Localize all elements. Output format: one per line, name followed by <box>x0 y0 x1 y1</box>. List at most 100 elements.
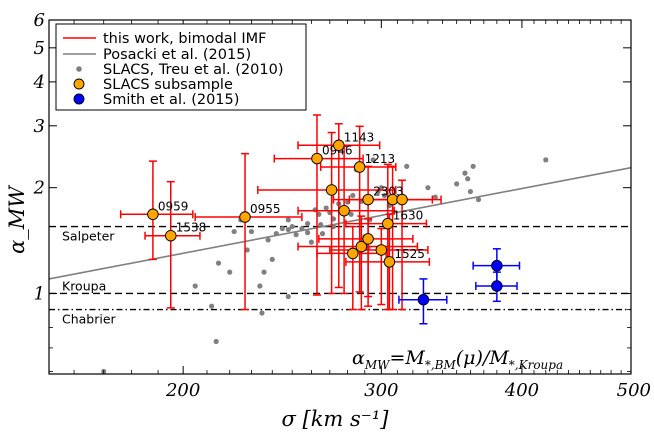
slacs-treu-point <box>265 237 271 243</box>
slacs-treu-point <box>285 217 291 223</box>
slacs-subsample-point <box>362 233 374 245</box>
point-label-0959: 0959 <box>158 199 189 213</box>
formula-kroupa-subscript: *,Kroupa <box>509 358 563 372</box>
slacs-treu-point <box>467 188 474 195</box>
posacki-trend-line <box>48 166 632 280</box>
slacs-subsample-point <box>325 184 338 196</box>
slacs-treu-point <box>305 230 311 236</box>
x-tick-label: 300 <box>364 380 398 401</box>
slacs-treu-point <box>370 157 376 163</box>
posacki-series <box>48 166 632 280</box>
slacs-subsample-point <box>396 193 408 206</box>
x-tick-label: 400 <box>504 380 539 401</box>
y-tick-label: 1 <box>34 283 45 304</box>
slacs-treu-point <box>378 185 384 191</box>
slacs-treu-point <box>269 256 275 263</box>
slacs-treu-point <box>465 176 471 182</box>
slacs-treu-point <box>261 269 267 275</box>
legend-box <box>55 23 307 111</box>
slacs-treu-point <box>543 157 549 163</box>
slacs-treu-point <box>381 192 388 199</box>
slacs-treu-point <box>319 231 326 237</box>
formula-bm-subscript: *,BM <box>425 358 457 372</box>
slacs-treu-point <box>248 228 255 235</box>
x-tick-label: 500 <box>617 380 651 401</box>
slacs-treu-point <box>470 163 476 169</box>
slacs-treu-point <box>273 231 279 237</box>
slacs-treu-point <box>348 211 354 217</box>
slacs-subsample-point <box>353 161 366 173</box>
smith-point <box>417 293 430 306</box>
slacs-treu-point <box>257 283 263 289</box>
slacs-treu-point <box>305 221 311 227</box>
legend-marker-slacs-treu <box>76 66 82 72</box>
slacs-subsample-point <box>375 244 388 256</box>
axis-ticks: 200 300 400 500 1 2 3 4 5 6 <box>33 10 651 401</box>
slacs-treu-point <box>462 170 468 176</box>
slacs-subsample-point <box>239 211 251 223</box>
legend-label-posacki: Posacki et al. (2015) <box>103 47 251 63</box>
legend-label-slacs-treu: SLACS, Treu et al. (2010) <box>103 62 283 78</box>
formula-alpha-subscript: MW <box>364 358 391 372</box>
kroupa-label: Kroupa <box>62 278 106 293</box>
slacs-treu-point <box>308 239 314 245</box>
slacs-treu-point <box>285 293 291 300</box>
slacs-treu-point <box>454 181 460 187</box>
y-axis-title: α_MW <box>5 184 29 254</box>
y-tick-label: 6 <box>34 10 45 31</box>
formula-equals-m: =M <box>389 347 425 369</box>
legend-marker-smith <box>73 93 85 105</box>
slacs-treu-point <box>318 222 324 228</box>
legend-marker-slacs-subsample <box>73 78 85 90</box>
slacs-treu-point <box>289 223 295 230</box>
point-label-1630: 1630 <box>393 209 424 223</box>
slacs-subsample-point <box>355 240 368 253</box>
slacs-treu-point <box>285 226 291 233</box>
x-axis-title: σ [km s⁻¹] <box>282 407 390 431</box>
this-work-series: 095915380955094611431213230316301525 <box>119 114 442 311</box>
x-tick-label: 200 <box>165 380 200 401</box>
legend: this work, bimodal IMF Posacki et al. (2… <box>55 23 307 111</box>
point-label-1213: 1213 <box>365 152 396 166</box>
point-label-1525: 1525 <box>394 247 425 261</box>
smith-point <box>491 280 503 292</box>
slacs-treu-point <box>192 283 198 289</box>
slacs-subsample-point <box>383 256 396 268</box>
slacs-treu-point <box>350 192 356 199</box>
slacs-treu-point <box>425 185 431 191</box>
slacs-subsample-point <box>347 247 359 260</box>
point-label-0955: 0955 <box>250 202 281 216</box>
chabrier-label: Chabrier <box>62 312 117 327</box>
slacs-treu-point <box>299 225 305 232</box>
slacs-treu-point <box>293 232 299 238</box>
slacs-treu-point <box>259 310 265 316</box>
slacs-treu-point <box>279 225 285 232</box>
slacs-treu-point <box>244 247 250 253</box>
smith-point <box>491 259 503 272</box>
smith-series <box>398 248 521 325</box>
y-tick-label: 5 <box>34 38 45 59</box>
formula-middle: (μ)/M <box>456 347 510 369</box>
slacs-subsample-point <box>311 152 323 165</box>
y-tick-label: 4 <box>33 72 45 93</box>
slacs-treu-point <box>227 269 233 275</box>
slacs-treu-point <box>209 303 215 309</box>
slacs-treu-point <box>213 338 219 345</box>
slacs-treu-point <box>231 228 237 235</box>
slacs-subsample-point <box>386 193 399 206</box>
y-tick-label: 3 <box>34 116 45 137</box>
plot-frame <box>48 19 632 375</box>
slacs-treu-point <box>215 260 222 266</box>
y-tick-label: 2 <box>33 178 45 199</box>
point-label-1538: 1538 <box>176 221 207 235</box>
legend-label-slacs-subsample: SLACS subsample <box>103 77 233 93</box>
formula-alpha: α <box>352 347 365 369</box>
slacs-subsample-point <box>382 217 394 230</box>
slacs-subsample-point <box>338 204 350 217</box>
slacs-treu-point <box>323 205 329 211</box>
salpeter-label: Salpeter <box>62 229 115 244</box>
legend-label-smith: Smith et al. (2015) <box>103 92 239 108</box>
slacs-subsample-point <box>333 139 345 152</box>
slacs-subsample-point <box>165 229 177 242</box>
